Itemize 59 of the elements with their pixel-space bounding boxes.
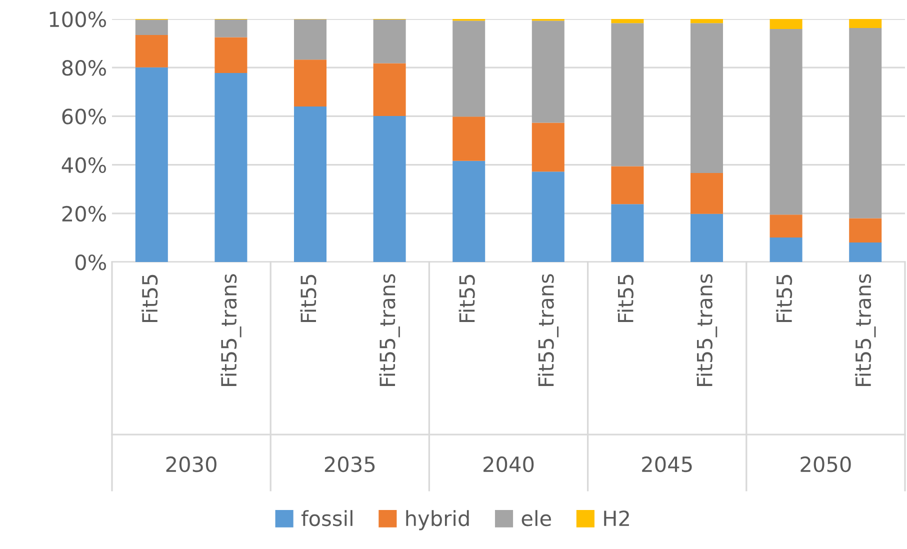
bar bbox=[214, 37, 248, 73]
x-tick-label: Fit55_trans bbox=[696, 274, 718, 386]
bar bbox=[611, 166, 644, 204]
x-tick-label: Fit55_trans bbox=[538, 274, 559, 386]
bar bbox=[690, 19, 724, 24]
bar bbox=[373, 19, 406, 64]
bar bbox=[373, 116, 406, 262]
bar bbox=[770, 237, 802, 262]
bar bbox=[849, 218, 882, 243]
bar bbox=[294, 19, 327, 60]
bar bbox=[373, 63, 406, 116]
bar bbox=[452, 160, 486, 262]
bar bbox=[214, 72, 248, 262]
x-tick-label: Fit55 bbox=[617, 274, 634, 322]
bar bbox=[849, 28, 882, 218]
bar bbox=[690, 23, 724, 174]
legend-label: hybrid bbox=[406, 510, 469, 530]
x-tick-label: Fit55_trans bbox=[854, 274, 876, 386]
bar bbox=[770, 214, 802, 238]
y-tick-label: 100% bbox=[50, 11, 106, 28]
legend-label: fossil bbox=[301, 510, 352, 526]
bar bbox=[770, 28, 802, 215]
bar bbox=[135, 20, 168, 36]
bar bbox=[849, 19, 882, 28]
x-tick-label: Fit55 bbox=[142, 274, 158, 322]
bar bbox=[770, 19, 802, 29]
bar bbox=[135, 67, 168, 262]
bar bbox=[294, 106, 327, 262]
legend-label: H2 bbox=[604, 510, 629, 526]
legend-label: ele bbox=[522, 510, 551, 526]
text: 2035 bbox=[324, 456, 375, 472]
bar bbox=[690, 214, 724, 262]
bar bbox=[532, 122, 564, 172]
y-tick-label: 0% bbox=[75, 254, 106, 270]
x-tick-label: Fit55 bbox=[300, 274, 316, 322]
bar bbox=[611, 204, 644, 262]
bar bbox=[532, 20, 564, 123]
bar bbox=[135, 35, 168, 68]
bar bbox=[611, 23, 644, 166]
bar bbox=[849, 242, 882, 262]
y-tick-label: 60% bbox=[62, 108, 106, 124]
y-tick-label: 40% bbox=[62, 157, 106, 174]
bar bbox=[214, 19, 248, 38]
bar bbox=[532, 172, 564, 262]
bar bbox=[452, 20, 486, 117]
y-tick-label: 80% bbox=[62, 60, 106, 76]
text: 2045 bbox=[642, 456, 692, 472]
bar bbox=[294, 60, 327, 106]
text: 2040 bbox=[484, 456, 534, 472]
x-tick-label: Fit55 bbox=[458, 274, 475, 322]
bar bbox=[690, 173, 724, 214]
x-tick-label: Fit55_trans bbox=[379, 274, 400, 386]
text: 2050 bbox=[800, 456, 851, 472]
x-tick-label: Fit55_trans bbox=[220, 274, 242, 386]
bar bbox=[611, 19, 644, 24]
bar bbox=[452, 116, 486, 161]
text: 2030 bbox=[166, 456, 216, 472]
x-tick-label: Fit55 bbox=[776, 274, 792, 322]
y-tick-label: 20% bbox=[62, 206, 106, 222]
